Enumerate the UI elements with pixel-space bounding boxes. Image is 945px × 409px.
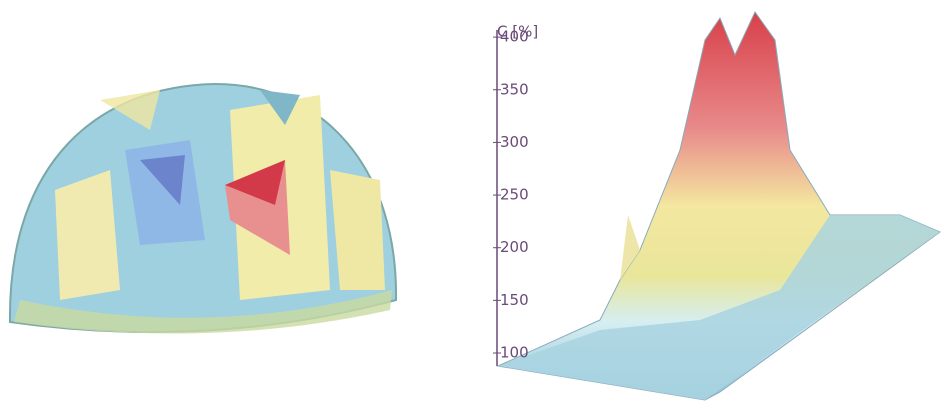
tick-label: 250: [500, 186, 529, 204]
hemisphere: [10, 84, 396, 334]
tick-label: 100: [500, 344, 529, 362]
surface: [498, 12, 940, 400]
tick-label: 300: [500, 133, 529, 151]
tick-label: 150: [500, 291, 529, 309]
tick-label: 200: [500, 238, 529, 256]
tick-label: 400: [500, 28, 529, 46]
figure: C [%] 100150200250300350400: [0, 0, 945, 409]
tick-label: 350: [500, 80, 529, 98]
